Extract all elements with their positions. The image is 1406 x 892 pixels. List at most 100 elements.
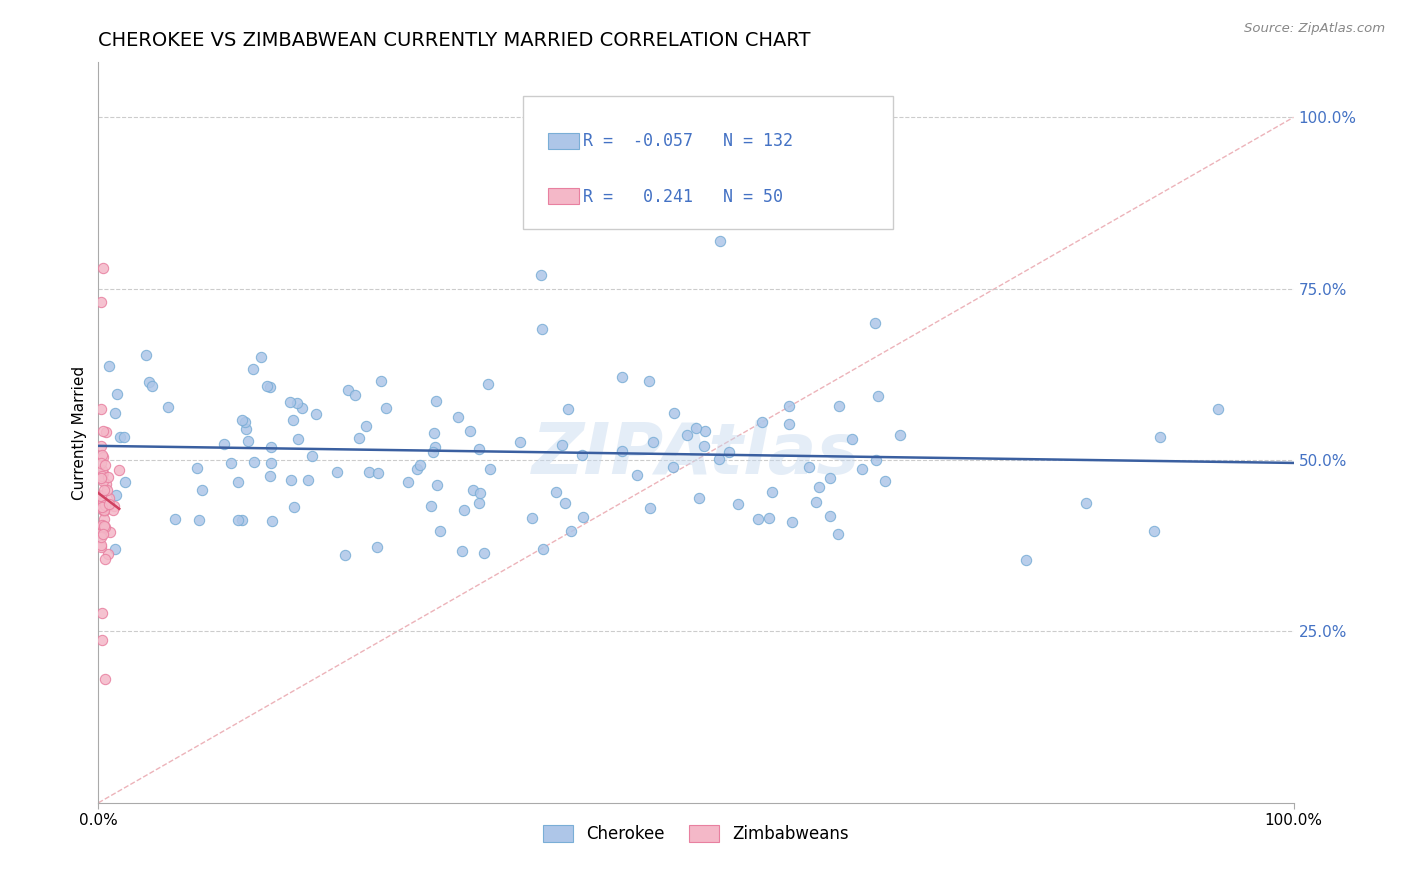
Point bbox=[1143, 524, 1166, 538]
Point bbox=[873, 475, 896, 489]
Point bbox=[283, 500, 305, 515]
Point bbox=[571, 448, 593, 462]
Point bbox=[231, 513, 253, 527]
Point bbox=[93, 502, 115, 516]
Text: R =  -0.057   N = 132: R = -0.057 N = 132 bbox=[582, 132, 793, 151]
Point bbox=[191, 483, 214, 497]
Point bbox=[114, 475, 136, 489]
Point bbox=[231, 413, 253, 427]
Point bbox=[93, 504, 115, 518]
FancyBboxPatch shape bbox=[523, 95, 893, 229]
Point bbox=[778, 417, 800, 431]
Point bbox=[865, 453, 887, 467]
Point bbox=[477, 376, 499, 391]
Point bbox=[531, 321, 554, 335]
Point bbox=[458, 424, 481, 438]
Point bbox=[889, 428, 911, 442]
Point bbox=[97, 497, 120, 511]
Point bbox=[1206, 401, 1229, 416]
Point bbox=[260, 440, 283, 454]
Point bbox=[806, 494, 828, 508]
Point bbox=[551, 438, 574, 452]
Point bbox=[280, 473, 302, 487]
Point bbox=[453, 503, 475, 517]
Point bbox=[94, 673, 117, 687]
Point bbox=[610, 443, 633, 458]
Point bbox=[479, 462, 502, 476]
Point bbox=[91, 463, 114, 477]
Point bbox=[93, 519, 115, 533]
Point bbox=[685, 421, 707, 435]
Point bbox=[637, 374, 659, 388]
Point bbox=[281, 413, 304, 427]
Point bbox=[238, 434, 260, 448]
Point bbox=[828, 399, 851, 413]
Point bbox=[301, 449, 323, 463]
Point bbox=[866, 389, 889, 403]
Point bbox=[188, 513, 211, 527]
Point bbox=[221, 456, 243, 470]
Point bbox=[426, 478, 449, 492]
Point bbox=[707, 451, 730, 466]
Point bbox=[641, 434, 664, 449]
Point bbox=[90, 401, 112, 416]
Point bbox=[827, 527, 849, 541]
Point bbox=[546, 485, 568, 500]
Point bbox=[820, 509, 842, 524]
Point bbox=[557, 402, 579, 417]
Text: Source: ZipAtlas.com: Source: ZipAtlas.com bbox=[1244, 22, 1385, 36]
Text: CHEROKEE VS ZIMBABWEAN CURRENTLY MARRIED CORRELATION CHART: CHEROKEE VS ZIMBABWEAN CURRENTLY MARRIED… bbox=[98, 30, 811, 50]
Point bbox=[717, 444, 740, 458]
Point bbox=[370, 374, 392, 388]
Point bbox=[420, 499, 443, 513]
Point bbox=[761, 485, 783, 500]
Point bbox=[260, 514, 283, 528]
Point bbox=[90, 471, 112, 485]
Point bbox=[297, 473, 319, 487]
Point bbox=[429, 524, 451, 538]
Y-axis label: Currently Married: Currently Married bbox=[72, 366, 87, 500]
Point bbox=[97, 548, 120, 562]
Point bbox=[90, 526, 112, 541]
Point bbox=[235, 415, 257, 429]
Point bbox=[165, 512, 187, 526]
Point bbox=[554, 496, 576, 510]
Point bbox=[94, 425, 117, 439]
Point bbox=[326, 466, 349, 480]
Point bbox=[278, 395, 301, 409]
Point bbox=[778, 399, 800, 413]
Point bbox=[93, 512, 115, 526]
Point bbox=[242, 455, 264, 469]
Point bbox=[359, 465, 381, 479]
Point bbox=[91, 502, 114, 516]
Point bbox=[90, 295, 112, 310]
Point bbox=[228, 513, 250, 527]
Text: R =   0.241   N = 50: R = 0.241 N = 50 bbox=[582, 187, 783, 206]
Point bbox=[259, 469, 281, 483]
Point bbox=[423, 425, 446, 440]
Point bbox=[333, 548, 356, 562]
Point bbox=[235, 422, 257, 436]
Point bbox=[156, 400, 179, 414]
Point bbox=[509, 434, 531, 449]
Point bbox=[780, 515, 803, 529]
Point bbox=[531, 542, 554, 557]
Point bbox=[468, 486, 491, 500]
Point bbox=[141, 379, 163, 393]
Point bbox=[287, 432, 309, 446]
Point bbox=[93, 467, 115, 481]
Point bbox=[291, 401, 314, 416]
Point bbox=[375, 401, 398, 415]
Point bbox=[409, 458, 432, 473]
Point bbox=[90, 456, 112, 470]
Point bbox=[90, 469, 112, 483]
Point bbox=[249, 350, 271, 364]
Point bbox=[103, 502, 125, 516]
Point bbox=[638, 500, 661, 515]
Point bbox=[366, 540, 388, 554]
Point bbox=[406, 462, 429, 476]
Point bbox=[93, 425, 115, 439]
Point bbox=[450, 544, 472, 558]
Point bbox=[93, 450, 115, 464]
Point bbox=[693, 424, 716, 438]
